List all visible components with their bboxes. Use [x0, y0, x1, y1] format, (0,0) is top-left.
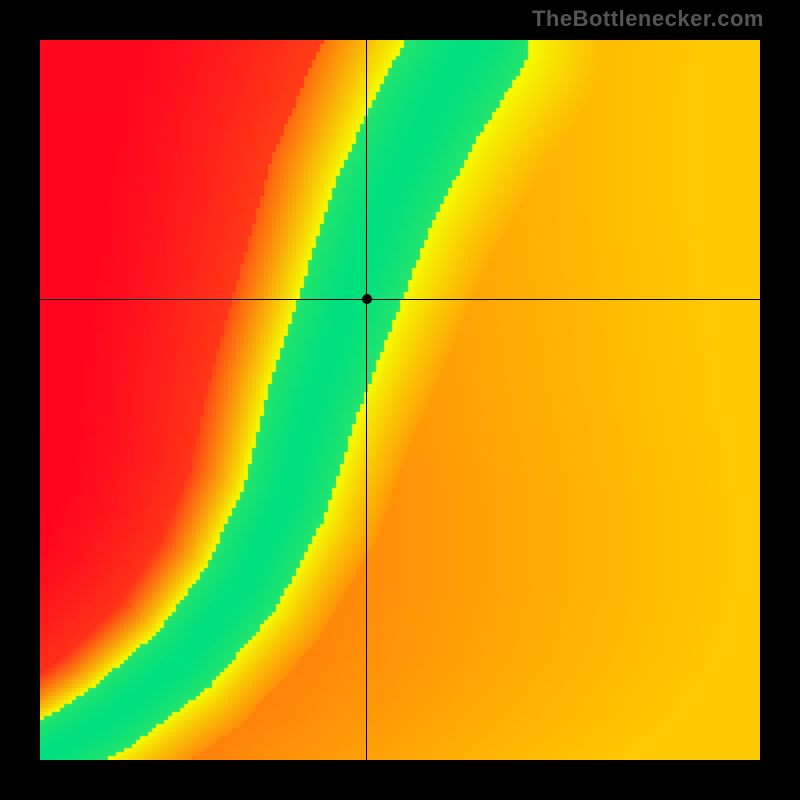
crosshair-horizontal	[40, 299, 760, 300]
chart-container: TheBottlenecker.com	[0, 0, 800, 800]
heatmap-canvas	[40, 40, 760, 760]
crosshair-marker-dot	[362, 294, 372, 304]
heatmap-plot	[40, 40, 760, 760]
watermark-text: TheBottlenecker.com	[532, 6, 764, 32]
crosshair-vertical	[366, 40, 367, 760]
